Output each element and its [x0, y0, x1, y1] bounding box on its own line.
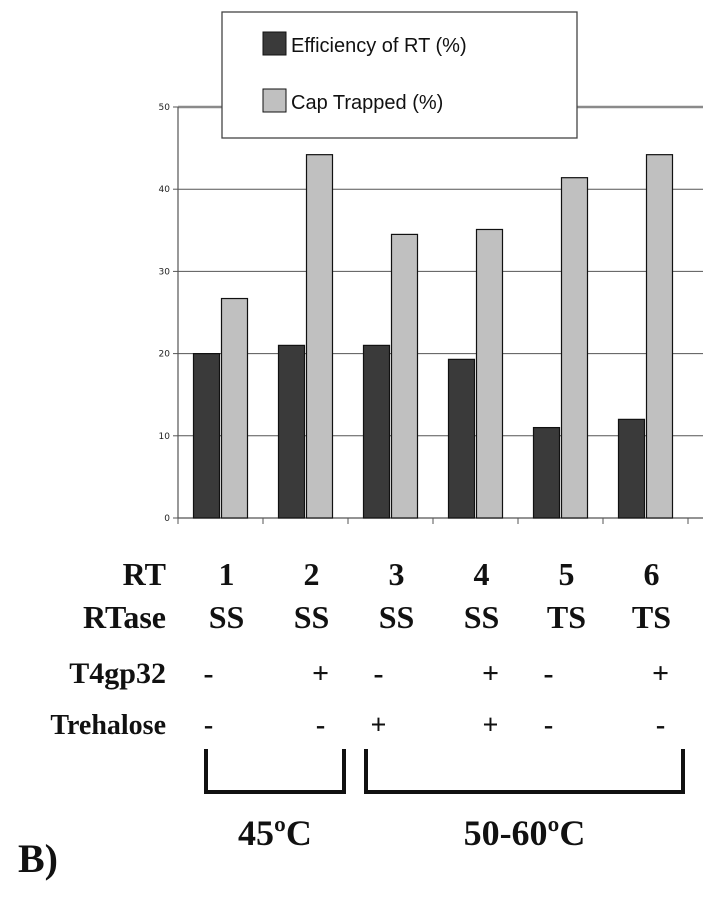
- y-tick-labels: 0 10 20 30 40 50: [159, 103, 171, 524]
- bar-efficiency-1: [192, 353, 221, 519]
- row-value: -: [656, 710, 665, 741]
- bar-cap-trapped-2: [305, 154, 334, 519]
- bracket: [204, 749, 346, 794]
- bar-efficiency-4: [447, 358, 476, 519]
- row-value: 5: [559, 556, 575, 592]
- bar-efficiency-6: [617, 418, 646, 519]
- row-value: SS: [379, 599, 415, 635]
- row-value: +: [312, 657, 329, 690]
- legend-label: Cap Trapped (%): [291, 92, 443, 114]
- row-value: -: [544, 657, 554, 690]
- bar-cap-trapped-4: [475, 228, 504, 519]
- row-value: +: [483, 710, 499, 741]
- row-value: -: [204, 710, 213, 741]
- temperature-label: 50-60ºC: [464, 813, 586, 853]
- row-label: RT: [123, 556, 166, 592]
- row-value: -: [316, 710, 325, 741]
- bar-cap-trapped-1: [220, 297, 249, 519]
- gridlines: [178, 105, 703, 437]
- row-value: -: [204, 657, 214, 690]
- bars: [192, 154, 674, 519]
- legend-swatch: [262, 88, 287, 113]
- panel-label: B): [18, 836, 58, 881]
- row-label: T4gp32: [69, 657, 166, 690]
- condition-table: RT 1 2 3 4 5 6 RTase SS SS SS SS TS TS T4gp32 - + - + - + Tre…: [50, 556, 671, 741]
- row-value: TS: [547, 599, 586, 635]
- legend: Efficiency of RT (%) Cap Trapped (%): [221, 11, 578, 139]
- bracket: [364, 749, 685, 794]
- y-tick-label: 30: [159, 267, 171, 277]
- row-value: 1: [219, 556, 235, 592]
- y-tick-label: 20: [159, 350, 171, 360]
- bar-efficiency-2: [277, 344, 306, 519]
- row-value: SS: [209, 599, 245, 635]
- row-value: 2: [304, 556, 320, 592]
- y-tick-label: 10: [159, 432, 171, 442]
- row-value: 6: [644, 556, 660, 592]
- legend-label: Efficiency of RT (%): [291, 35, 467, 57]
- row-value: 3: [389, 556, 405, 592]
- legend-box: [221, 11, 578, 139]
- row-value: -: [374, 657, 384, 690]
- row-value: SS: [464, 599, 500, 635]
- row-value: -: [544, 710, 553, 741]
- bar-cap-trapped-6: [645, 154, 674, 519]
- bar-efficiency-5: [532, 426, 561, 519]
- row-label: RTase: [83, 599, 166, 635]
- row-value: SS: [294, 599, 330, 635]
- y-tick-label: 50: [159, 103, 171, 113]
- legend-swatch: [262, 31, 287, 56]
- row-value: +: [371, 710, 387, 741]
- bar-cap-trapped-3: [390, 233, 419, 519]
- row-label: Trehalose: [50, 710, 166, 741]
- y-tick-label: 0: [164, 514, 170, 524]
- row-value: 4: [474, 556, 490, 592]
- temperature-brackets: 45ºC 50-60ºC: [204, 749, 685, 853]
- y-tick-label: 40: [159, 185, 171, 195]
- bar-cap-trapped-5: [560, 177, 589, 519]
- temperature-label: 45ºC: [238, 813, 312, 853]
- row-value: +: [482, 657, 499, 690]
- row-value: +: [652, 657, 669, 690]
- row-value: TS: [632, 599, 671, 635]
- bar-efficiency-3: [362, 344, 391, 519]
